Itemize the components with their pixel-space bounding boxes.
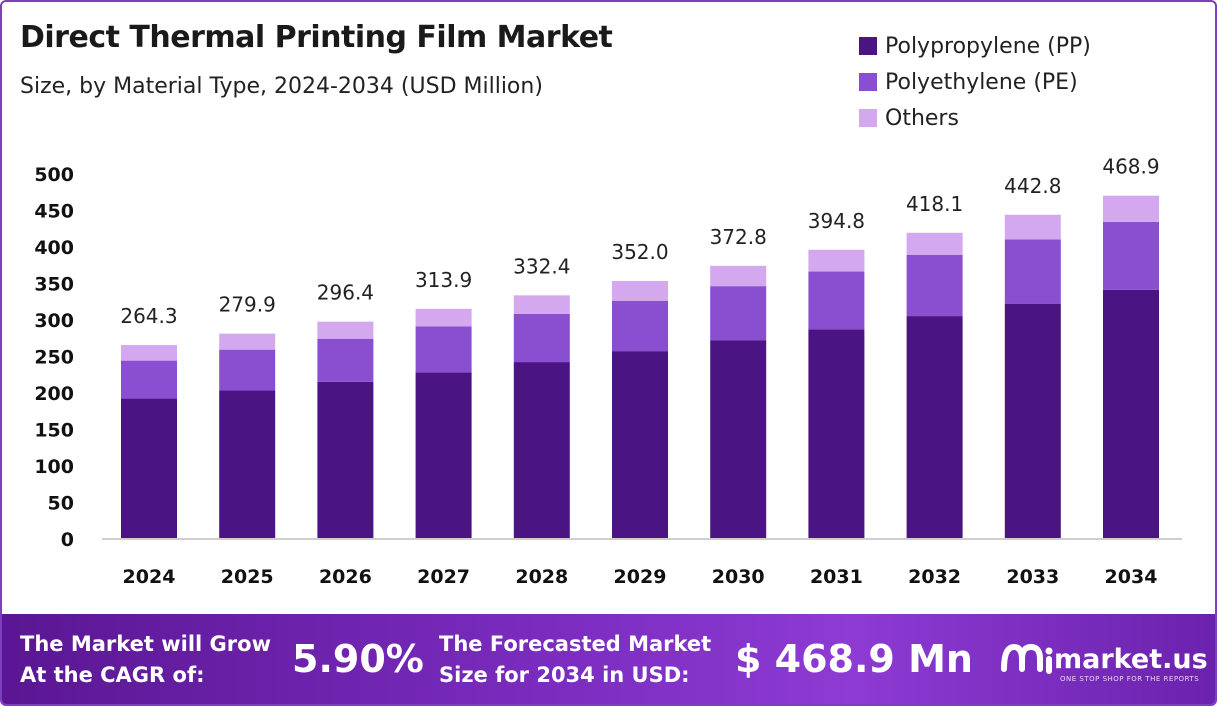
- y-tick-label: 200: [34, 383, 74, 405]
- legend-label-others: Others: [885, 105, 959, 131]
- x-tick-label: 2028: [515, 566, 568, 588]
- chart-subtitle: Size, by Material Type, 2024-2034 (USD M…: [20, 74, 543, 99]
- bar-segment-pe: [219, 349, 276, 391]
- x-tick-label: 2024: [123, 566, 176, 588]
- bar-total-label: 394.8: [808, 209, 865, 233]
- bar-total-label: 264.3: [120, 304, 177, 328]
- legend-swatch-pe: [859, 73, 877, 91]
- y-tick-label: 150: [34, 420, 74, 442]
- x-tick-label: 2032: [908, 566, 961, 588]
- y-tick-label: 300: [34, 310, 74, 332]
- summary-banner: The Market will Grow At the CAGR of: 5.9…: [2, 614, 1215, 704]
- x-tick-label: 2027: [417, 566, 470, 588]
- bar-segment-pp: [906, 316, 963, 538]
- y-tick-label: 400: [34, 237, 74, 259]
- x-tick-label: 2033: [1006, 566, 1059, 588]
- bar-segment-others: [906, 232, 963, 255]
- bar-segment-pp: [808, 329, 865, 538]
- bar-total-label: 332.4: [513, 254, 570, 278]
- bar-segment-pe: [513, 313, 570, 363]
- forecast-label-line2: Size for 2034 in USD:: [439, 663, 690, 687]
- bar-total-label: 468.9: [1102, 155, 1159, 179]
- bar-segment-pp: [415, 372, 472, 538]
- y-tick-label: 100: [34, 456, 74, 478]
- legend-label-pp: Polypropylene (PP): [885, 33, 1091, 59]
- brand-logo: market.us ONE STOP SHOP FOR THE REPORTS: [1000, 639, 1208, 683]
- legend-item-pp: Polypropylene (PP): [859, 28, 1091, 64]
- bar-segment-others: [1004, 214, 1061, 240]
- legend-swatch-pp: [859, 37, 877, 55]
- legend: Polypropylene (PP) Polyethylene (PE) Oth…: [859, 28, 1091, 136]
- legend-swatch-others: [859, 109, 877, 127]
- bar-segment-pe: [1004, 239, 1061, 304]
- forecast-label: The Forecasted Market Size for 2034 in U…: [439, 629, 711, 691]
- y-tick-label: 50: [48, 493, 74, 515]
- bar-total-label: 418.1: [906, 192, 963, 216]
- chart-title: Direct Thermal Printing Film Market: [20, 20, 613, 55]
- bar-segment-pp: [121, 398, 177, 538]
- bar-segment-others: [1103, 195, 1159, 222]
- stacked-bar-chart: 0 50 100 150 200 250 300 350 400 450 500 264.3 2024 2…: [34, 155, 1182, 588]
- x-tick-label: 2034: [1105, 566, 1158, 588]
- bar-segment-pe: [1103, 221, 1159, 290]
- legend-item-others: Others: [859, 100, 1091, 136]
- bar-segment-pp: [219, 390, 276, 538]
- bar-segment-pp: [317, 381, 374, 538]
- x-tick-label: 2030: [712, 566, 765, 588]
- bar-segment-pp: [1004, 303, 1061, 538]
- y-tick-label: 450: [34, 201, 74, 223]
- bar-segment-others: [219, 333, 276, 350]
- bar-segment-pp: [612, 351, 668, 538]
- brand-tagline: ONE STOP SHOP FOR THE REPORTS: [1060, 675, 1200, 683]
- bar-segment-others: [710, 265, 767, 287]
- bar-segment-pp: [513, 362, 570, 538]
- x-tick-label: 2029: [614, 566, 667, 588]
- bar-segment-pp: [710, 340, 767, 538]
- bar-segment-pe: [121, 360, 177, 399]
- bar-segment-pp: [1103, 289, 1159, 538]
- bar-total-label: 372.8: [710, 225, 767, 249]
- cagr-label: The Market will Grow At the CAGR of:: [20, 629, 271, 691]
- bar-total-label: 296.4: [317, 281, 374, 305]
- bar-segment-pe: [906, 254, 963, 317]
- bar-segment-others: [415, 308, 472, 327]
- y-tick-label: 350: [34, 274, 74, 296]
- y-tick-label: 500: [34, 164, 74, 186]
- y-tick-label: 0: [61, 529, 74, 551]
- forecast-value: $ 468.9 Mn: [735, 637, 973, 681]
- y-tick-label: 250: [34, 347, 74, 369]
- bar-segment-others: [317, 321, 374, 339]
- x-tick-label: 2031: [810, 566, 863, 588]
- bar-segment-pe: [415, 326, 472, 373]
- forecast-label-line1: The Forecasted Market: [439, 632, 712, 656]
- cagr-label-line2: At the CAGR of:: [20, 663, 205, 687]
- market-us-logo-icon: [1001, 643, 1053, 674]
- cagr-label-line1: The Market will Grow: [20, 632, 271, 656]
- bar-segment-others: [808, 249, 865, 272]
- bar-segment-others: [121, 345, 177, 361]
- legend-item-pe: Polyethylene (PE): [859, 64, 1091, 100]
- cagr-value: 5.90%: [292, 637, 424, 681]
- bar-segment-pe: [808, 271, 865, 330]
- brand-name: market.us: [1054, 643, 1208, 675]
- bar-total-label: 313.9: [415, 268, 472, 292]
- legend-label-pe: Polyethylene (PE): [885, 69, 1078, 95]
- bar-segment-pe: [317, 338, 374, 382]
- x-tick-label: 2025: [221, 566, 274, 588]
- bar-total-label: 442.8: [1004, 174, 1061, 198]
- bar-total-label: 352.0: [611, 240, 668, 264]
- bar-segment-others: [612, 281, 668, 301]
- x-tick-label: 2026: [319, 566, 372, 588]
- bar-segment-others: [513, 295, 570, 314]
- bar-total-label: 279.9: [219, 293, 276, 317]
- bar-segment-pe: [710, 286, 767, 341]
- bar-segment-pe: [612, 300, 668, 352]
